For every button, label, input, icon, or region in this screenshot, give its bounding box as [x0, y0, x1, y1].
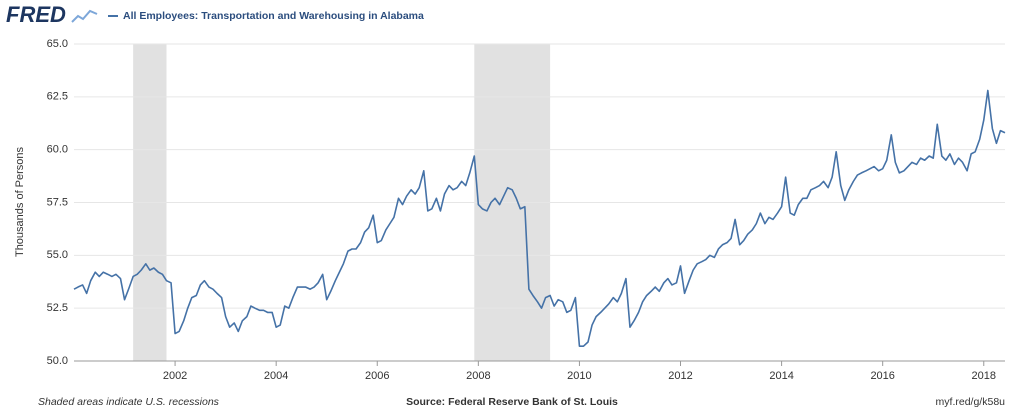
x-tick-label: 2002	[163, 370, 187, 382]
y-tick-label: 60.0	[47, 144, 68, 156]
y-tick-label: 52.5	[47, 302, 68, 314]
footer-note: Shaded areas indicate U.S. recessions	[38, 396, 220, 408]
x-tick-label: 2014	[769, 370, 793, 382]
x-tick-label: 2016	[870, 370, 894, 382]
legend-label: All Employees: Transportation and Wareho…	[123, 10, 424, 22]
y-axis-label: Thousands of Persons	[14, 146, 26, 257]
footer-link[interactable]: myf.red/g/k58u	[936, 396, 1006, 408]
x-tick-label: 2006	[365, 370, 389, 382]
y-tick-label: 62.5	[47, 91, 68, 103]
x-tick-label: 2004	[264, 370, 288, 382]
y-tick-label: 65.0	[47, 38, 68, 50]
x-tick-label: 2010	[567, 370, 591, 382]
logo-icon	[71, 9, 98, 23]
logo: FRED	[6, 2, 66, 27]
x-tick-label: 2008	[466, 370, 490, 382]
x-tick-label: 2018	[972, 370, 996, 382]
y-tick-label: 50.0	[47, 355, 68, 367]
x-tick-label: 2012	[668, 370, 692, 382]
y-tick-label: 55.0	[47, 249, 68, 261]
footer-source: Source: Federal Reserve Bank of St. Loui…	[406, 396, 618, 408]
y-tick-label: 57.5	[47, 196, 68, 208]
data-line	[73, 89, 1006, 348]
